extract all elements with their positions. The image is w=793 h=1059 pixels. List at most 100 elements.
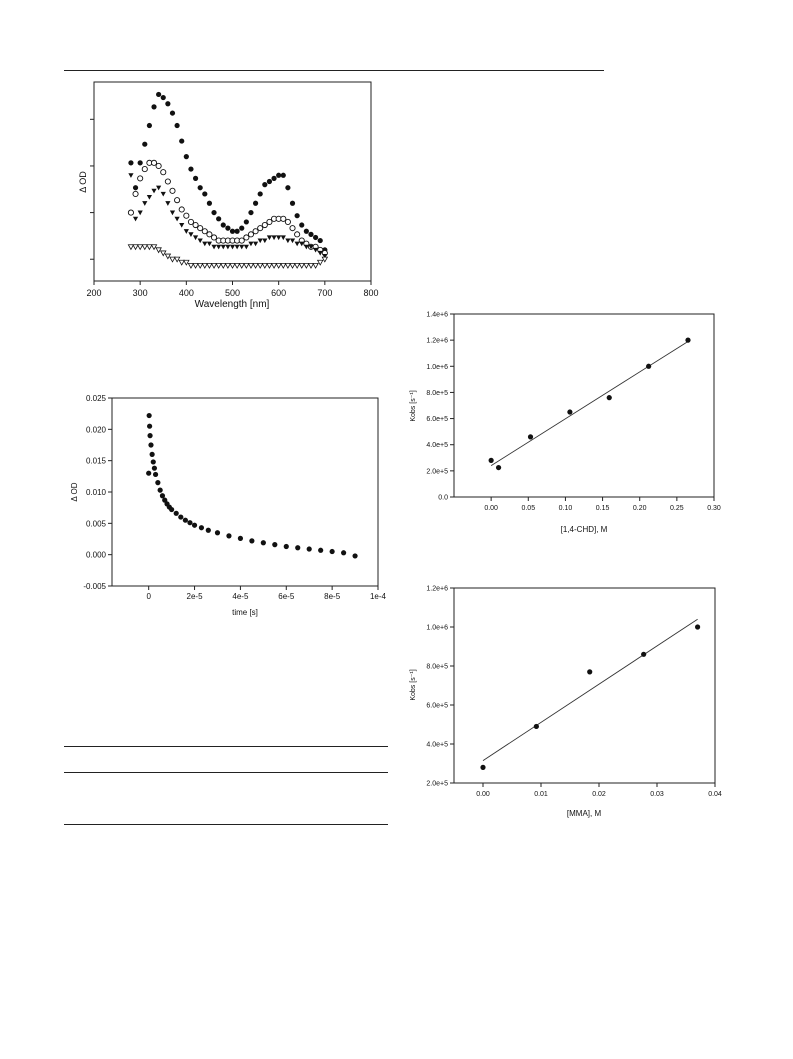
data-point	[146, 194, 152, 200]
data-point	[151, 465, 158, 471]
data-point	[146, 470, 152, 476]
plot-frame	[453, 587, 716, 784]
y-axis-label: Δ OD	[78, 171, 88, 193]
data-point	[169, 210, 176, 216]
y-tick-label: 0.025	[86, 394, 107, 403]
x-tick-label: 0.15	[596, 505, 610, 512]
data-point	[174, 216, 180, 222]
x-tick-label: 2e-5	[187, 592, 204, 601]
data-point	[256, 262, 264, 269]
data-point	[261, 221, 268, 229]
data-point	[239, 225, 245, 231]
y-tick-label: 0.010	[86, 488, 107, 497]
data-point	[169, 506, 175, 513]
data-point	[248, 241, 254, 247]
data-point	[178, 259, 185, 266]
y-tick-label: 6.0e+5	[426, 416, 448, 423]
data-point	[141, 166, 148, 173]
data-point	[316, 259, 324, 266]
data-point	[289, 225, 296, 232]
data-point	[313, 247, 319, 253]
y-tick-label: 0.0	[438, 495, 448, 502]
data-point	[183, 259, 190, 266]
data-point	[237, 535, 244, 541]
data-point	[132, 185, 139, 191]
data-point	[247, 231, 255, 238]
data-point	[229, 228, 236, 234]
data-point	[149, 451, 155, 457]
data-point	[164, 253, 172, 260]
data-point	[147, 423, 153, 429]
data-point	[169, 110, 176, 116]
data-point	[214, 530, 221, 536]
data-point	[308, 231, 314, 237]
data-point	[317, 237, 323, 244]
data-point	[252, 200, 259, 206]
data-point	[220, 244, 226, 250]
data-point	[270, 262, 278, 269]
data-point	[272, 542, 278, 548]
spectra-chart: 200 300 400 500 600 700 800 Wavelength [nm] Δ …	[78, 81, 379, 310]
data-point	[276, 172, 282, 178]
data-point	[187, 520, 193, 526]
data-point	[164, 178, 171, 185]
table-rule-top	[64, 746, 388, 747]
data-point	[299, 241, 305, 247]
data-point	[260, 540, 266, 546]
data-point	[188, 166, 194, 172]
data-point	[150, 244, 158, 251]
plot-frame	[93, 81, 372, 282]
data-point	[192, 235, 199, 241]
data-point	[294, 231, 301, 238]
kobs-mma-chart: 0.00 0.01 0.02 0.03 0.04 2.0e+5 4.0e+5 6.0e+5 8…	[410, 586, 722, 819]
data-point	[303, 262, 310, 269]
x-tick-label: 6e-5	[278, 592, 295, 601]
data-point	[182, 517, 188, 523]
data-point	[165, 101, 171, 107]
table-rule-bottom	[64, 824, 388, 825]
data-point	[318, 547, 324, 553]
data-point	[312, 262, 319, 269]
y-tick-label: 8.0e+5	[426, 390, 448, 397]
data-point	[210, 262, 218, 269]
data-point	[289, 238, 296, 244]
data-point	[289, 262, 296, 269]
data-point	[252, 241, 259, 247]
data-point	[202, 191, 208, 197]
x-tick-label: 0.04	[708, 791, 722, 798]
data-point	[160, 191, 166, 197]
x-tick-label: 0	[146, 592, 151, 601]
x-axis-label: [1,4-CHD], M	[561, 525, 608, 534]
y-tick-label: 1.4e+6	[426, 312, 448, 319]
data-point	[587, 669, 593, 675]
data-point	[321, 256, 329, 263]
data-point	[202, 241, 208, 247]
data-point	[257, 191, 263, 197]
data-point	[128, 173, 134, 178]
y-tick-label: 0.015	[86, 457, 107, 466]
x-tick-label: 800	[363, 288, 378, 298]
data-point	[173, 510, 179, 516]
data-point	[136, 244, 144, 251]
data-point	[257, 225, 264, 232]
data-point	[313, 234, 319, 241]
x-tick-label: 400	[179, 288, 194, 298]
y-axis-label: Δ OD	[70, 482, 79, 501]
data-point	[249, 538, 255, 544]
data-point	[248, 209, 254, 216]
data-point	[174, 122, 180, 129]
data-point	[156, 185, 162, 191]
fit-line	[490, 341, 689, 467]
data-point	[307, 262, 315, 269]
y-axis-label: Kobs [s⁻¹]	[410, 390, 417, 421]
y-tick-label: 1.0e+6	[426, 364, 448, 371]
data-point	[160, 169, 167, 176]
x-tick-label: 4e-5	[232, 592, 249, 601]
data-point	[201, 262, 209, 269]
x-tick-label: 0.05	[521, 505, 535, 512]
data-point	[243, 234, 250, 241]
table-rule-middle	[64, 772, 388, 773]
data-point	[206, 262, 213, 269]
data-point	[280, 172, 286, 178]
y-tick-label: 4.0e+5	[426, 742, 448, 749]
